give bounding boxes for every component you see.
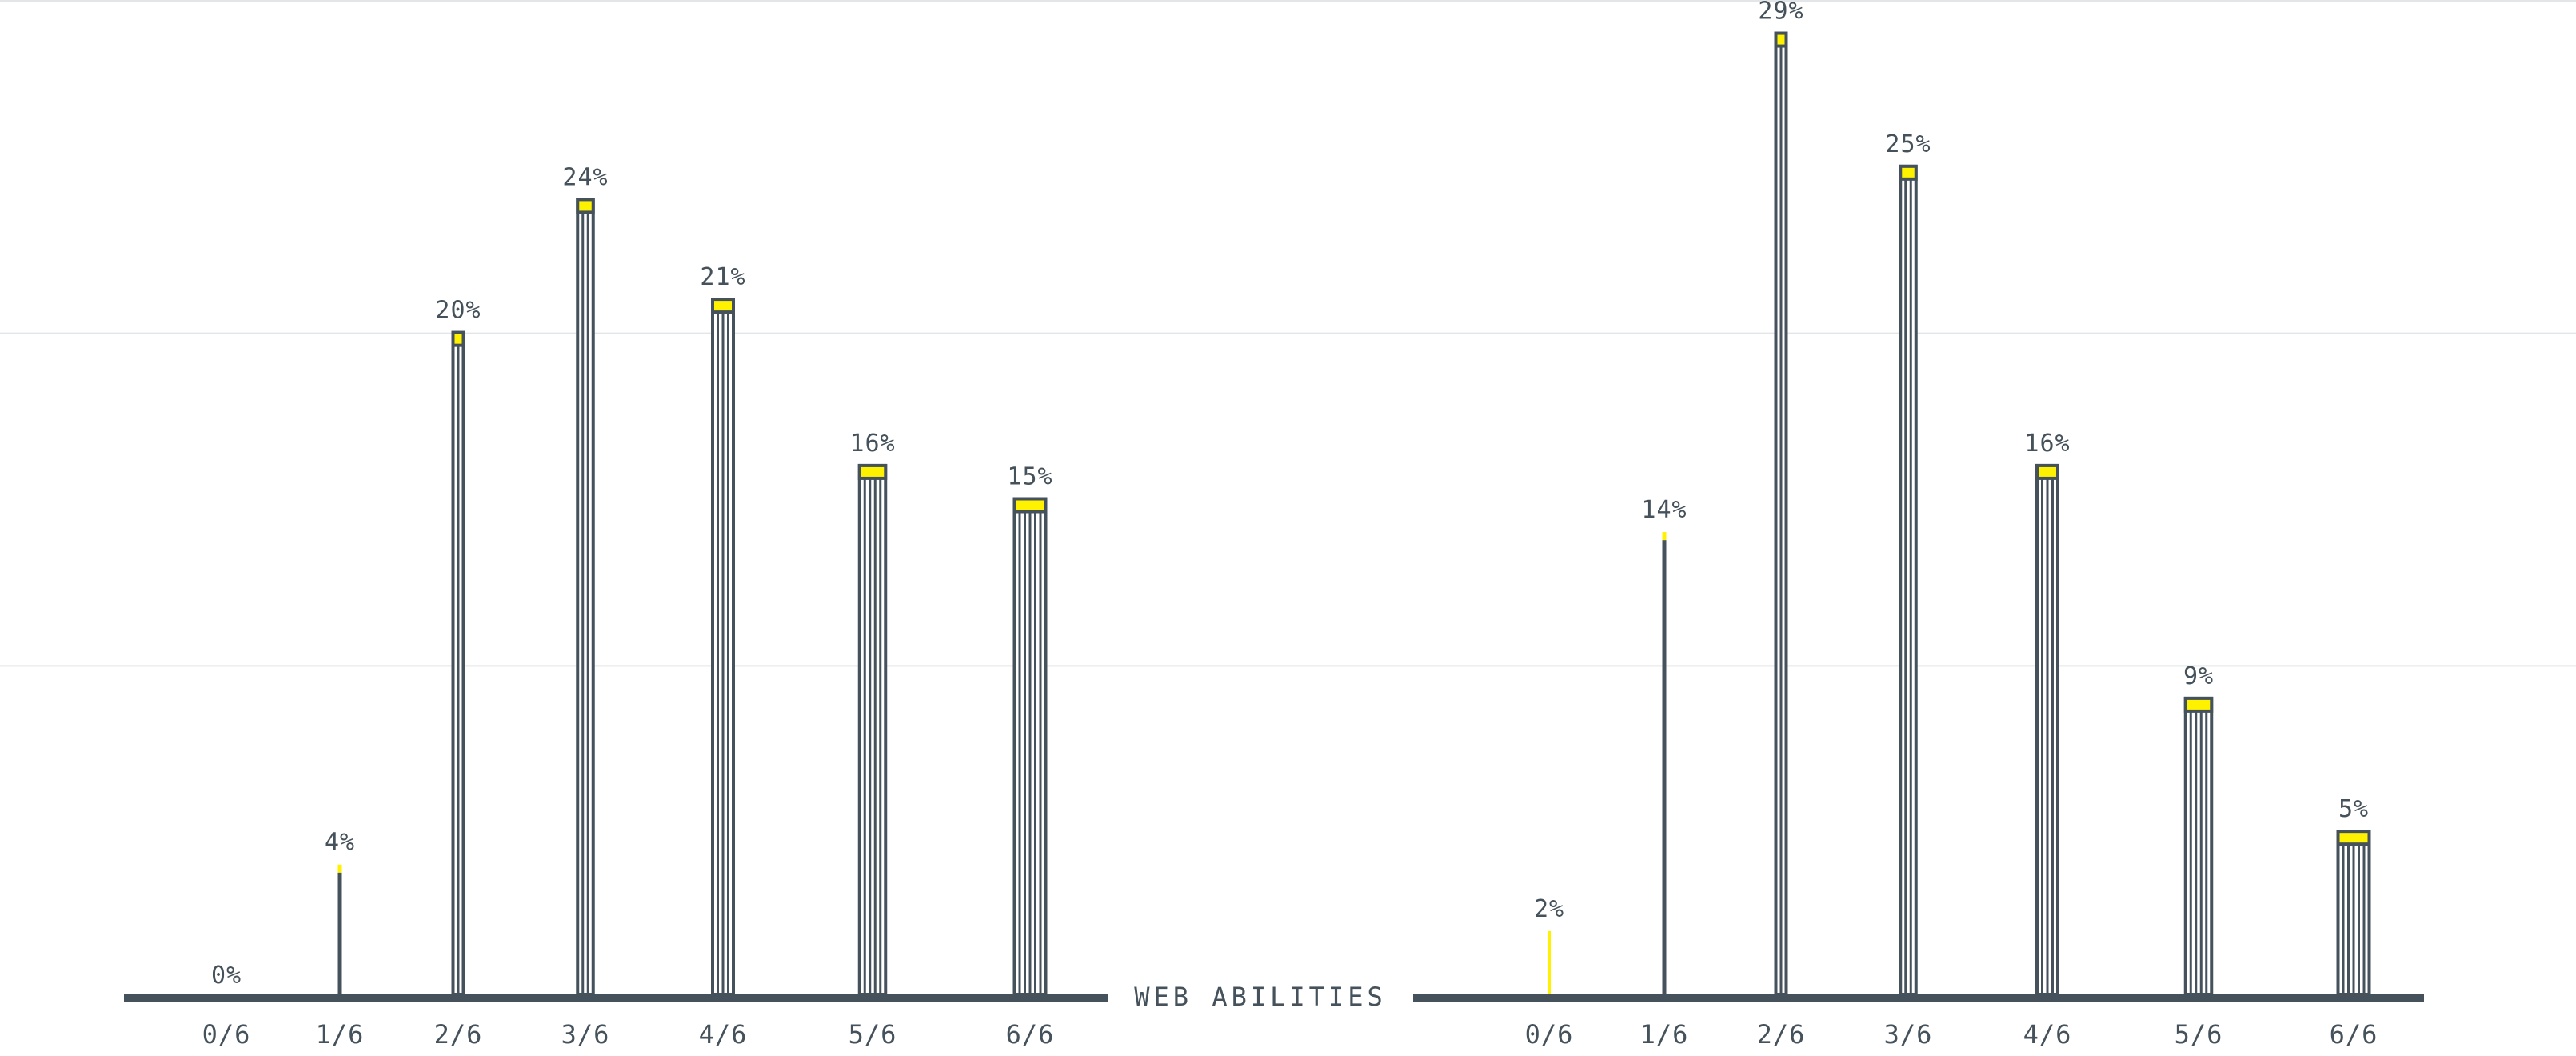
bar-mark xyxy=(576,198,595,996)
x-tick-label: 4/6 xyxy=(699,1019,748,1050)
value-label: 4% xyxy=(325,829,355,857)
x-tick-label: 1/6 xyxy=(316,1019,365,1050)
value-label: 14% xyxy=(1641,496,1687,524)
bar-3/6 xyxy=(1899,164,1918,996)
value-label: 15% xyxy=(1007,463,1052,491)
bar-cap xyxy=(1774,31,1788,48)
x-tick-label: 3/6 xyxy=(561,1019,610,1050)
value-label: 29% xyxy=(1758,0,1803,26)
bar-mark xyxy=(1899,164,1918,996)
bar-cap xyxy=(576,198,595,214)
x-tick-label: 2/6 xyxy=(1757,1019,1806,1050)
x-tick-label: 2/6 xyxy=(434,1019,483,1050)
value-label: 21% xyxy=(700,263,745,291)
bar-2/6 xyxy=(451,330,465,996)
bar-5/6 xyxy=(2183,696,2214,997)
x-tick-label: 1/6 xyxy=(1640,1019,1689,1050)
value-label: 20% xyxy=(435,297,481,325)
x-tick-label: 0/6 xyxy=(1525,1019,1574,1050)
x-tick-label: 6/6 xyxy=(1006,1019,1055,1050)
x-tick-label: 5/6 xyxy=(849,1019,897,1050)
bar-cap xyxy=(1899,164,1918,181)
bar-mark xyxy=(2183,696,2214,997)
value-label: 16% xyxy=(849,430,895,458)
bar-cap xyxy=(711,298,735,314)
gridlines xyxy=(0,0,2576,667)
x-tick-label: 4/6 xyxy=(2023,1019,2072,1050)
value-label: 16% xyxy=(2024,430,2070,458)
x-tick-label: 5/6 xyxy=(2175,1019,2223,1050)
value-label: 2% xyxy=(1534,895,1564,923)
bar-6/6 xyxy=(1012,497,1048,996)
bar-mark xyxy=(857,463,888,996)
value-label: 25% xyxy=(1885,130,1931,158)
labels: 0% 0/6 4% 1/6 20% 2/6 24% 3/6 21% 4/6 16% 5/6 15% 6/6… xyxy=(202,0,2378,1050)
value-label: 0% xyxy=(211,962,242,990)
x-tick-label: 6/6 xyxy=(2330,1019,2378,1050)
bars xyxy=(124,31,2424,1002)
value-label: 24% xyxy=(562,163,608,191)
bar-cap xyxy=(857,463,888,480)
bar-cap xyxy=(1012,497,1048,514)
bar-cap xyxy=(2035,463,2059,480)
bar-2/6 xyxy=(1774,31,1788,997)
bar-6/6 xyxy=(2336,830,2371,996)
bar-cap xyxy=(2336,830,2371,846)
bar-cap xyxy=(451,330,465,347)
bar-3/6 xyxy=(576,198,595,996)
x-tick-label: 0/6 xyxy=(202,1019,251,1050)
bar-cap xyxy=(2183,696,2214,713)
bar-4/6 xyxy=(711,298,735,997)
value-label: 5% xyxy=(2338,795,2369,823)
bar-4/6 xyxy=(2035,463,2059,996)
value-label: 9% xyxy=(2183,662,2214,690)
x-tick-label: 3/6 xyxy=(1884,1019,1933,1050)
bar-5/6 xyxy=(857,463,888,996)
x-axis-title: WEB ABILITIES xyxy=(1134,982,1386,1012)
